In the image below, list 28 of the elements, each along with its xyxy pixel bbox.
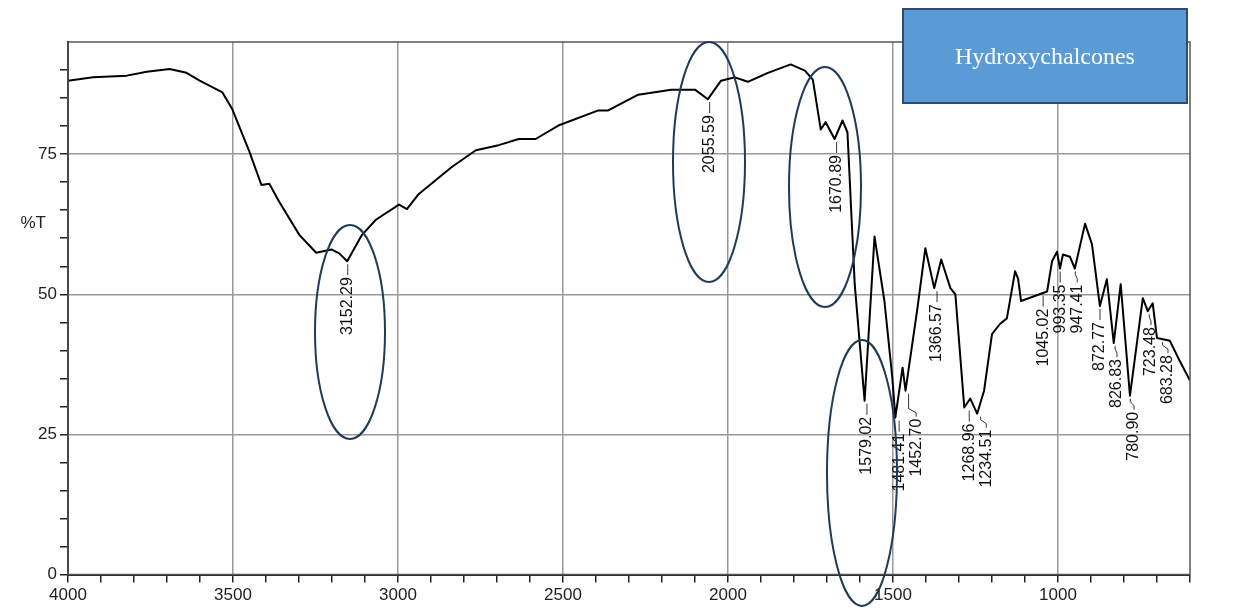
x-tick-label: 2500 xyxy=(544,585,582,605)
annotation: 826.83 xyxy=(1107,358,1125,408)
x-tick-label: 1000 xyxy=(1039,585,1077,605)
annotation: 683.28 xyxy=(1158,355,1176,405)
annotation: 780.90 xyxy=(1124,411,1142,461)
annotation: 947.41 xyxy=(1067,284,1085,334)
x-tick-label: 3000 xyxy=(379,585,417,605)
x-tick-label: 1500 xyxy=(874,585,912,605)
annotation: 1670.89 xyxy=(827,154,845,213)
annotation: 1579.02 xyxy=(857,416,875,475)
annotation: 3152.29 xyxy=(338,277,356,336)
x-tick-label: 4000 xyxy=(49,585,87,605)
y-tick-label: 75 xyxy=(38,143,57,163)
annotation: 1234.51 xyxy=(976,429,994,488)
y-axis-title: %T xyxy=(20,212,46,232)
annotation: 723.48 xyxy=(1141,327,1159,377)
y-tick-label: 25 xyxy=(38,424,57,444)
annotation: 1366.57 xyxy=(927,304,945,362)
x-tick-label: 2000 xyxy=(709,585,747,605)
annotation: 1452.70 xyxy=(906,418,924,477)
y-tick-label: 0 xyxy=(47,564,57,584)
annotation: 1045.02 xyxy=(1033,308,1051,367)
annotation: 872.77 xyxy=(1090,321,1108,371)
annotation: 993.35 xyxy=(1050,284,1068,334)
annotation: 2055.59 xyxy=(700,115,718,174)
x-tick-label: 3500 xyxy=(214,585,252,605)
annotation: 1268.96 xyxy=(959,423,977,482)
y-tick-label: 50 xyxy=(38,283,57,303)
